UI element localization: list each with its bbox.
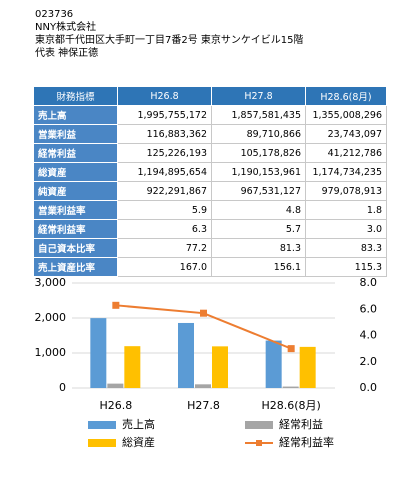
table-cell: 純資産 [33,181,118,201]
table-cell: 売上資産比率 [33,257,118,277]
table-cell: 77.2 [117,238,212,258]
table-cell: 115.3 [305,257,387,277]
table-cell: 経常利益率 [33,219,118,239]
table-cell: 1.8 [305,200,387,220]
table-row: 売上高 1,995,755,172 1,857,581,435 1,355,008,2… [33,105,387,125]
chart: 0 1,000 2,000 3,000 0.0 2.0 4.0 6.0 8.0 H26.8 H27.… [35,276,378,449]
bar [212,346,228,388]
x-tick-label: H26.8 [99,399,132,412]
bar [90,318,107,388]
table-cell: 83.3 [305,238,387,258]
table-cell: 125,226,193 [117,143,212,163]
table-cell: 経常利益 [33,143,118,163]
y-tick-label: 0 [59,381,66,394]
table-row: 経常利益率 6.3 5.7 3.0 [33,219,387,239]
y2-tick-label: 8.0 [360,276,378,289]
table-cell: 105,178,826 [211,143,306,163]
table-cell: 営業利益率 [33,200,118,220]
y-tick-label: 3,000 [35,276,67,289]
table-cell: 89,710,866 [211,124,306,144]
table-row: 売上資産比率 167.0 156.1 115.3 [33,257,387,277]
x-tick-label: H27.8 [187,399,220,412]
y2-tick-label: 4.0 [360,329,378,342]
table-cell: 営業利益 [33,124,118,144]
table-row: 純資産 922,291,867 967,531,127 979,078,913 [33,181,387,201]
line-marker [287,345,295,353]
bar [282,386,299,388]
table-cell: 1,194,895,654 [117,162,212,182]
table-cell: 922,291,867 [117,181,212,201]
table-cell: 81.3 [211,238,306,258]
table-cell: H27.8 [211,86,306,106]
table-cell: 売上高 [33,105,118,125]
bar [299,346,316,388]
line-marker [112,301,120,309]
table-cell: H28.6(8月) [305,86,387,106]
table-cell: 5.9 [117,200,212,220]
table-cell: 41,212,786 [305,143,387,163]
table-cell: H26.8 [117,86,212,106]
table-row: 総資産 1,194,895,654 1,190,153,961 1,174,734,2… [33,162,387,182]
table-cell: 6.3 [117,219,212,239]
legend-label: 経常利益率 [279,435,334,449]
table-cell: 116,883,362 [117,124,212,144]
y-tick-label: 2,000 [35,311,67,324]
legend-swatch [88,439,116,447]
table-row: 営業利益 116,883,362 89,710,866 23,743,097 [33,124,387,144]
bar [265,340,282,388]
y-tick-label: 1,000 [35,346,67,359]
table-row: 自己資本比率 77.2 81.3 83.3 [33,238,387,258]
table-cell: 4.8 [211,200,306,220]
header-row: 財務指標 H26.8 H27.8 H28.6(8月) [33,86,387,106]
table-cell: 自己資本比率 [33,238,118,258]
table-row: 経常利益 125,226,193 105,178,826 41,212,786 [33,143,387,163]
table-cell: 3.0 [305,219,387,239]
y2-tick-label: 2.0 [360,355,378,368]
y2-tick-label: 6.0 [360,302,378,315]
legend-swatch [245,421,273,429]
legend-label: 売上高 [122,417,155,431]
legend-label: 経常利益 [279,417,323,431]
header: 023736 NNY株式会社 東京都千代田区大手町一丁目7番2号 東京サンケイビ… [35,8,303,60]
address: 東京都千代田区大手町一丁目7番2号 東京サンケイビル15階 [35,35,304,46]
company: NNY株式会社 [35,22,97,33]
legend-marker [256,440,262,446]
legend-swatch [88,421,116,429]
table-row: 営業利益率 5.9 4.8 1.8 [33,200,387,220]
table-cell: 979,078,913 [305,181,387,201]
table-cell: 1,190,153,961 [211,162,306,182]
y2-tick-label: 0.0 [360,381,378,394]
finance-table: 財務指標 H26.8 H27.8 H28.6(8月) 売上高 1,995,755,172 1… [33,86,387,277]
bar [178,322,194,388]
bar [107,383,124,388]
bar [124,346,141,388]
x-tick-label: H28.6(8月) [261,399,320,412]
table-cell: 1,857,581,435 [211,105,306,125]
representative: 代表 神保正德 [35,48,99,59]
table-cell: 1,355,008,296 [305,105,387,125]
table-cell: 1,995,755,172 [117,105,212,125]
table-cell: 967,531,127 [211,181,306,201]
code: 023736 [35,9,74,20]
line-marker [200,309,207,317]
bar [195,384,211,388]
table-cell: 総資産 [33,162,118,182]
legend-label: 総資産 [122,435,155,449]
table-cell: 財務指標 [33,86,118,106]
table-cell: 1,174,734,235 [305,162,387,182]
table-cell: 5.7 [211,219,306,239]
table-cell: 23,743,097 [305,124,387,144]
